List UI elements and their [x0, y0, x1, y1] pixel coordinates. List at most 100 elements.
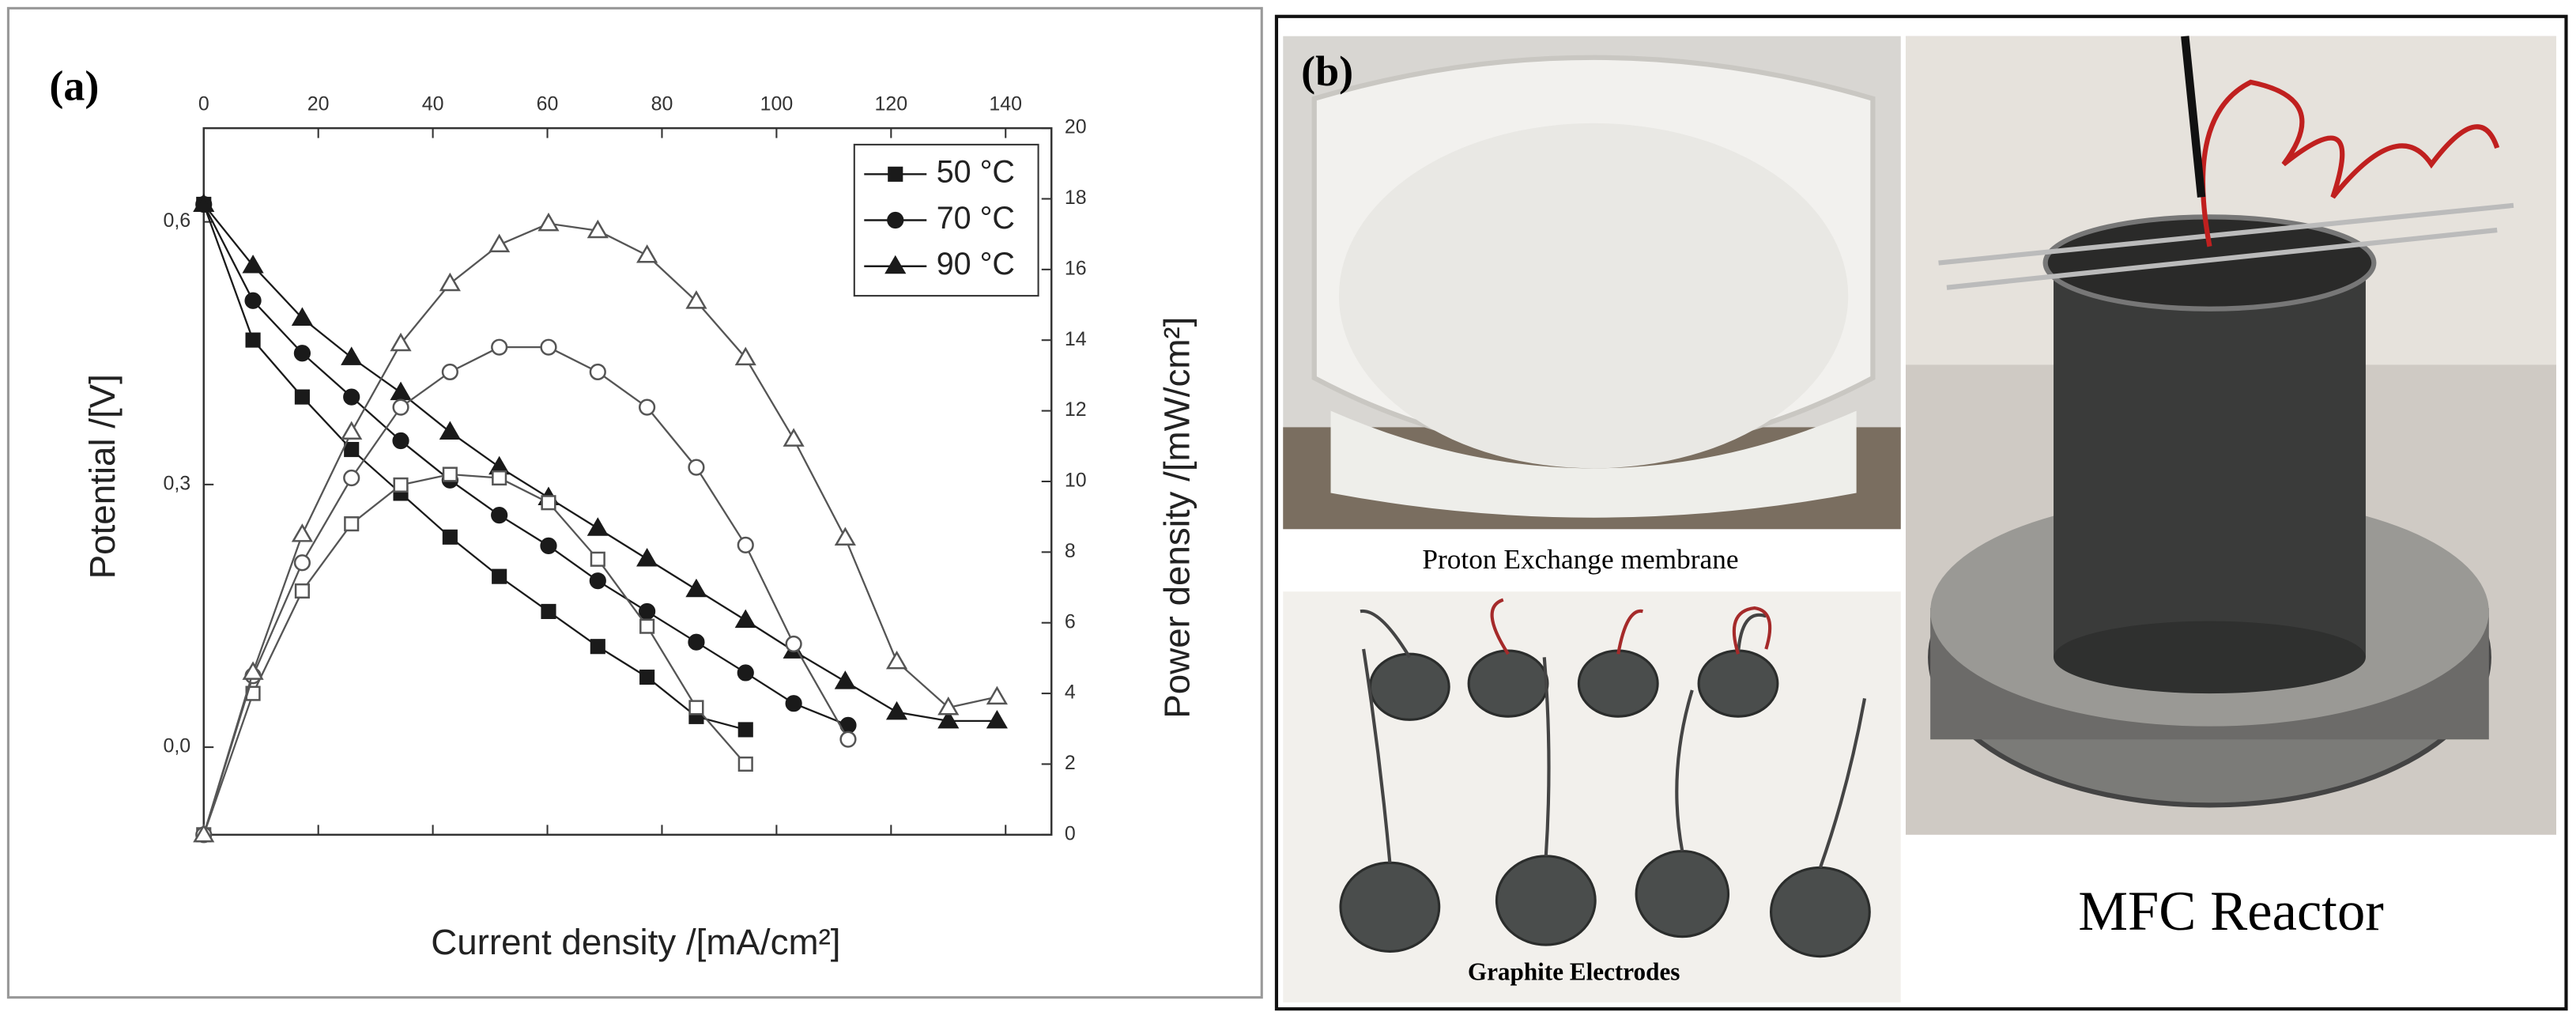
marker	[734, 346, 756, 366]
marker	[491, 507, 508, 524]
marker	[392, 398, 409, 416]
marker	[937, 697, 960, 716]
photo-membrane	[1283, 36, 1901, 530]
marker	[390, 332, 412, 352]
y2-tick-label: 10	[1065, 470, 1087, 492]
marker	[986, 685, 1008, 705]
x-tick-label: 120	[875, 93, 908, 115]
marker	[442, 466, 458, 482]
marker	[737, 536, 754, 554]
legend-label: 50 °C	[937, 155, 1015, 190]
marker	[590, 551, 605, 567]
x-tick-label: 60	[537, 93, 559, 115]
marker	[639, 602, 656, 621]
marker	[341, 421, 363, 440]
marker	[393, 477, 409, 493]
panel-label: (a)	[49, 62, 99, 110]
marker	[685, 578, 707, 598]
marker	[294, 583, 310, 599]
marker	[193, 823, 215, 843]
marker	[294, 389, 310, 405]
y2-tick-label: 0	[1065, 822, 1076, 844]
marker	[589, 572, 606, 590]
marker	[492, 568, 507, 584]
marker	[986, 709, 1008, 729]
marker	[488, 233, 511, 253]
marker	[885, 700, 908, 720]
marker	[734, 609, 756, 629]
marker	[586, 517, 609, 536]
x-tick-label: 40	[422, 93, 444, 115]
y2-axis-label: Power density /[mW/cm²]	[1156, 317, 1197, 719]
marker	[688, 700, 704, 716]
photo-reactor	[1905, 36, 2557, 835]
marker	[636, 548, 658, 567]
marker	[293, 554, 311, 572]
marker	[439, 272, 461, 292]
marker	[344, 441, 360, 458]
marker	[492, 470, 507, 486]
marker	[341, 346, 363, 365]
marker	[639, 398, 656, 416]
y-tick-label: 0,3	[163, 472, 190, 494]
y2-tick-label: 16	[1065, 257, 1087, 279]
marker	[589, 363, 606, 381]
y-axis-label: Potential /[V]	[82, 374, 123, 579]
marker	[688, 459, 705, 476]
marker	[834, 670, 856, 689]
series-line	[202, 204, 746, 731]
y2-tick-label: 4	[1065, 682, 1076, 704]
marker	[785, 635, 802, 653]
marker	[193, 193, 215, 213]
marker	[343, 388, 360, 406]
marker	[590, 639, 605, 655]
marker	[540, 338, 557, 356]
photo-electrodes	[1283, 591, 1901, 1002]
y2-tick-label: 18	[1065, 187, 1087, 209]
marker	[586, 219, 609, 239]
y-tick-label: 0,0	[163, 735, 190, 757]
y2-tick-label: 12	[1065, 398, 1087, 421]
y2-tick-label: 6	[1065, 610, 1076, 632]
panel-a-frame	[6, 6, 1263, 999]
photo-caption: Proton Exchange membrane	[1422, 544, 1738, 575]
x-tick-label: 20	[307, 93, 330, 115]
marker	[343, 469, 360, 487]
marker	[888, 166, 903, 182]
marker	[685, 290, 707, 309]
marker	[293, 345, 311, 362]
photo-caption: MFC Reactor	[2078, 881, 2384, 942]
marker	[639, 669, 655, 685]
marker	[540, 537, 557, 554]
panel-label: (b)	[1301, 47, 1353, 95]
marker	[242, 661, 264, 680]
series-line	[202, 473, 747, 836]
photo-caption: Graphite Electrodes	[1468, 958, 1680, 986]
plot-area: 0 20 40 60 80 100 120 140 0,0 0,3 0,6 0 2 4 6 8 10 12 14 16…	[82, 93, 1197, 963]
marker	[291, 307, 313, 326]
marker	[834, 527, 856, 546]
y2-tick-label: 14	[1065, 328, 1087, 350]
marker	[785, 695, 802, 712]
marker	[636, 244, 658, 263]
y2-tick-label: 20	[1065, 116, 1087, 138]
legend-label: 70 °C	[937, 201, 1015, 236]
marker	[884, 255, 907, 274]
marker	[439, 421, 461, 440]
y-tick-label: 0,6	[163, 210, 190, 232]
marker	[244, 292, 262, 309]
marker	[688, 633, 705, 651]
marker	[541, 495, 556, 511]
x-tick-label: 100	[760, 93, 794, 115]
marker	[242, 255, 264, 274]
y2-tick-label: 2	[1065, 752, 1076, 774]
marker	[839, 731, 857, 748]
marker	[441, 363, 458, 381]
marker	[885, 650, 908, 670]
marker	[392, 432, 409, 450]
marker	[887, 211, 904, 229]
legend-label: 90 °C	[937, 247, 1015, 281]
marker	[737, 664, 754, 682]
